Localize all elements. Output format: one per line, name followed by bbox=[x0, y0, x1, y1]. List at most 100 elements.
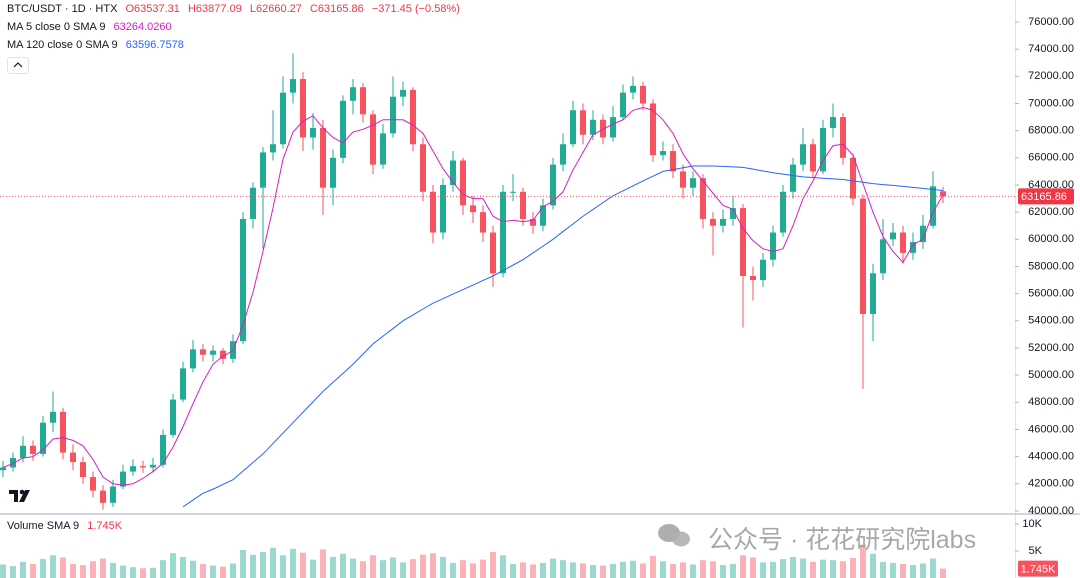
volume-bar bbox=[910, 565, 916, 578]
volume-bar bbox=[450, 562, 456, 578]
volume-bar bbox=[520, 562, 526, 578]
volume-bar bbox=[250, 554, 256, 578]
y-tick-label: 40000.00 bbox=[1028, 505, 1074, 517]
volume-bar bbox=[670, 563, 676, 578]
candle-body bbox=[250, 187, 256, 219]
tv-logo[interactable] bbox=[8, 488, 34, 504]
candle-body bbox=[910, 242, 916, 253]
candle-body bbox=[930, 186, 936, 226]
volume-tick-label: 10K bbox=[1022, 518, 1042, 530]
wechat-icon bbox=[658, 524, 690, 547]
ma120-value: 63596.7578 bbox=[125, 39, 184, 51]
candle-body bbox=[800, 144, 806, 165]
candle-body bbox=[370, 114, 376, 165]
candle-body bbox=[340, 100, 346, 158]
y-tick-label: 46000.00 bbox=[1028, 423, 1074, 435]
watermark: 公众号 · 花花研究院labs bbox=[708, 526, 977, 554]
volume-value: 1.745K bbox=[87, 520, 123, 532]
symbol[interactable]: BTC/USDT · 1D · HTX bbox=[7, 3, 118, 15]
candle-body bbox=[130, 466, 136, 472]
volume-bar bbox=[720, 565, 726, 578]
candle-body bbox=[570, 110, 576, 145]
candle-body bbox=[710, 218, 716, 226]
candle-body bbox=[600, 119, 606, 138]
candle-body bbox=[0, 467, 6, 471]
candle-body bbox=[550, 164, 556, 206]
candle-body bbox=[540, 205, 546, 226]
candle-body bbox=[220, 350, 226, 359]
candle-body bbox=[160, 434, 166, 465]
volume-bar bbox=[920, 563, 926, 578]
volume-bar bbox=[630, 560, 636, 578]
volume-bar bbox=[890, 562, 896, 578]
volume-bar bbox=[500, 555, 506, 578]
candle-body bbox=[310, 127, 316, 138]
collapse-button[interactable] bbox=[7, 57, 29, 74]
candle-body bbox=[430, 191, 436, 233]
candle-body bbox=[460, 160, 466, 206]
candle-body bbox=[810, 144, 816, 172]
volume-bar bbox=[40, 559, 46, 578]
volume-bar bbox=[150, 567, 156, 578]
legend-ma5[interactable]: MA 5 close 0 SMA 9 63264.0260 bbox=[7, 21, 177, 33]
volume-bar bbox=[930, 558, 936, 578]
candle-body bbox=[260, 152, 266, 188]
volume-bar bbox=[840, 561, 846, 578]
volume-bar bbox=[30, 563, 36, 578]
volume-bar bbox=[230, 563, 236, 578]
volume-bar bbox=[550, 558, 556, 578]
legend-volume[interactable]: Volume SMA 9 1.745K bbox=[7, 520, 127, 532]
volume-bar bbox=[830, 560, 836, 578]
y-tick-label: 68000.00 bbox=[1028, 125, 1074, 137]
ma120-name: MA 120 close 0 SMA 9 bbox=[7, 39, 118, 51]
candle-body bbox=[150, 464, 156, 468]
last-price-label: 63165.86 bbox=[1021, 191, 1067, 203]
volume-bar bbox=[560, 560, 566, 578]
candle-body bbox=[90, 477, 96, 491]
candle-body bbox=[60, 411, 66, 453]
candle-body bbox=[870, 273, 876, 315]
volume-bar bbox=[660, 561, 666, 578]
candle-body bbox=[200, 349, 206, 355]
volume-bar bbox=[400, 562, 406, 578]
volume-bar bbox=[100, 558, 106, 578]
candle-body bbox=[920, 225, 926, 243]
candle-body bbox=[750, 275, 756, 281]
y-tick-label: 60000.00 bbox=[1028, 233, 1074, 245]
volume-bar bbox=[440, 556, 446, 578]
volume-bar bbox=[690, 564, 696, 578]
candle-body bbox=[470, 205, 476, 213]
volume-bar bbox=[110, 562, 116, 578]
volume-value-box bbox=[1018, 560, 1058, 577]
volume-bar bbox=[390, 557, 396, 578]
candle-body bbox=[50, 411, 56, 423]
volume-bar bbox=[140, 568, 146, 578]
candle-body bbox=[210, 350, 216, 355]
candle-body bbox=[360, 87, 366, 115]
candle-body bbox=[730, 208, 736, 219]
candle-body bbox=[120, 471, 126, 487]
candle-body bbox=[610, 117, 616, 138]
volume-bar bbox=[680, 562, 686, 578]
legend-ma120[interactable]: MA 120 close 0 SMA 9 63596.7578 bbox=[7, 39, 189, 51]
candle-body bbox=[400, 89, 406, 97]
candle-body bbox=[500, 191, 506, 274]
candle-body bbox=[350, 87, 356, 101]
y-tick-label: 44000.00 bbox=[1028, 451, 1074, 463]
candle-body bbox=[510, 191, 516, 193]
candle-body bbox=[680, 171, 686, 188]
volume-bar bbox=[710, 561, 716, 578]
candle-body bbox=[790, 164, 796, 192]
candle-body bbox=[270, 144, 276, 153]
volume-bar bbox=[340, 553, 346, 578]
price-axis-bg bbox=[1015, 0, 1080, 578]
y-tick-label: 58000.00 bbox=[1028, 260, 1074, 272]
volume-bar bbox=[880, 561, 886, 578]
candle-body bbox=[660, 151, 666, 156]
volume-bar bbox=[60, 557, 66, 578]
volume-bar bbox=[600, 565, 606, 578]
candle-body bbox=[560, 144, 566, 165]
volume-bar bbox=[850, 558, 856, 578]
